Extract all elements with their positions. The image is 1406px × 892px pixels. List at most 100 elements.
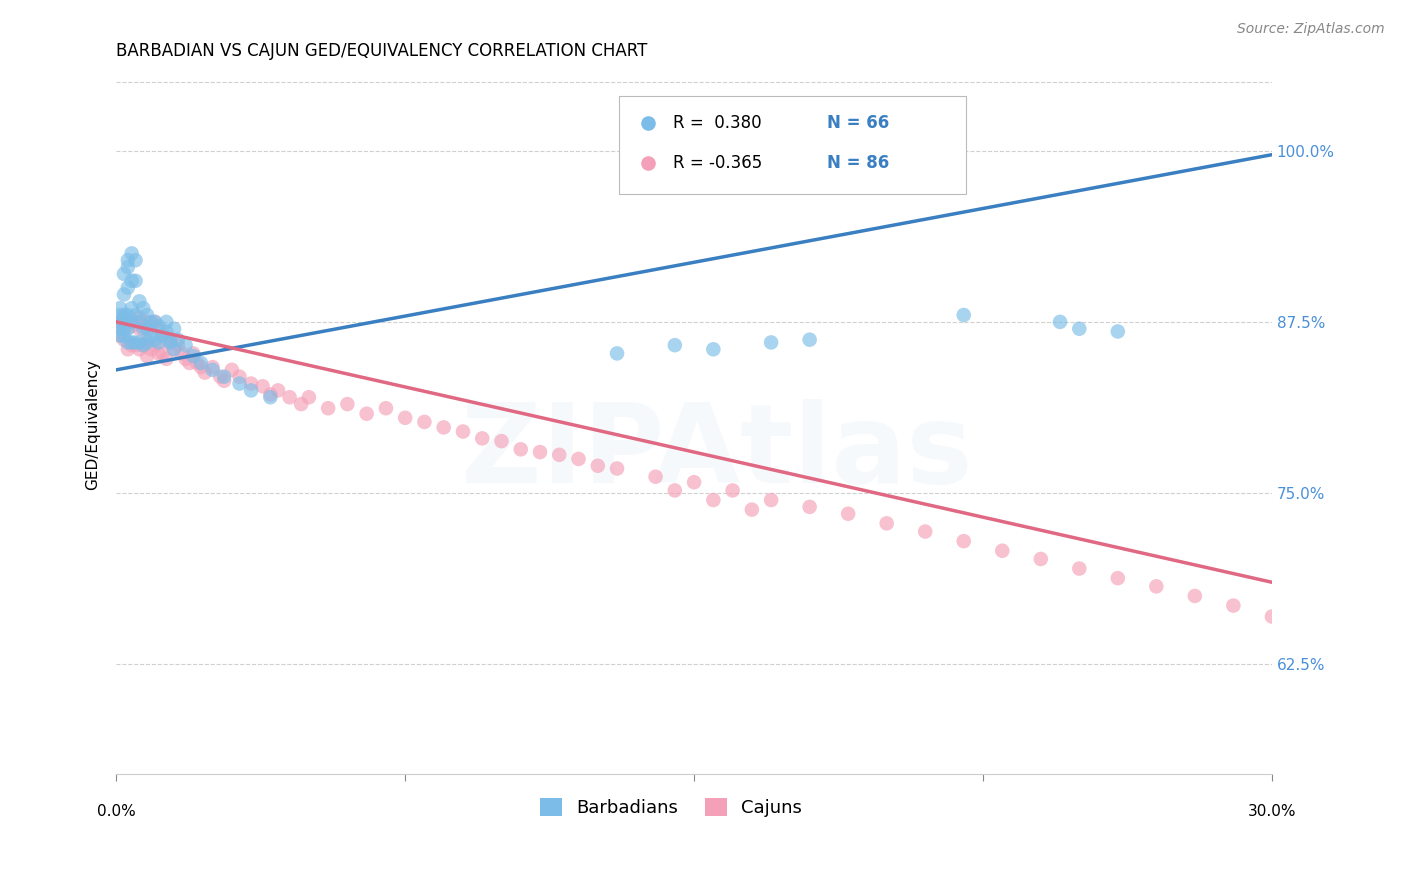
- Point: [194, 366, 217, 380]
- Point: [1144, 579, 1167, 593]
- Point: [170, 346, 193, 360]
- Point: [121, 315, 143, 329]
- Point: [914, 524, 936, 539]
- Point: [152, 346, 174, 360]
- Point: [117, 308, 139, 322]
- Point: [152, 328, 174, 343]
- Point: [121, 274, 143, 288]
- Point: [606, 461, 628, 475]
- Point: [952, 534, 974, 549]
- Point: [259, 390, 281, 404]
- Point: [267, 384, 290, 398]
- Text: 0.0%: 0.0%: [97, 805, 135, 819]
- Point: [298, 390, 321, 404]
- Point: [124, 338, 146, 352]
- Point: [1261, 609, 1284, 624]
- Point: [155, 325, 177, 339]
- Point: [394, 410, 416, 425]
- Point: [181, 346, 204, 360]
- Text: R =  0.380: R = 0.380: [673, 114, 762, 132]
- Point: [124, 253, 146, 268]
- Point: [143, 315, 166, 329]
- Point: [117, 260, 139, 274]
- Point: [186, 356, 208, 370]
- Point: [132, 301, 155, 315]
- Point: [148, 346, 170, 360]
- Point: [356, 407, 378, 421]
- Point: [121, 318, 143, 333]
- Point: [741, 502, 763, 516]
- Point: [212, 374, 235, 388]
- Point: [799, 333, 821, 347]
- Point: [124, 315, 146, 329]
- Point: [108, 315, 131, 329]
- Point: [124, 335, 146, 350]
- Point: [108, 308, 131, 322]
- Point: [316, 401, 339, 416]
- Point: [259, 387, 281, 401]
- Point: [112, 328, 135, 343]
- Point: [163, 343, 186, 357]
- Point: [221, 363, 243, 377]
- Point: [240, 384, 263, 398]
- Text: 30.0%: 30.0%: [1247, 805, 1296, 819]
- Point: [664, 483, 686, 498]
- Text: BARBADIAN VS CAJUN GED/EQUIVALENCY CORRELATION CHART: BARBADIAN VS CAJUN GED/EQUIVALENCY CORRE…: [117, 42, 648, 60]
- Point: [228, 369, 250, 384]
- Point: [174, 338, 197, 352]
- Point: [112, 287, 135, 301]
- Point: [529, 445, 551, 459]
- Point: [112, 308, 135, 322]
- Point: [759, 335, 782, 350]
- Point: [117, 322, 139, 336]
- Point: [1184, 589, 1206, 603]
- Point: [212, 369, 235, 384]
- Point: [128, 343, 150, 357]
- Point: [991, 543, 1014, 558]
- Point: [108, 328, 131, 343]
- Point: [201, 363, 224, 377]
- Point: [683, 475, 706, 490]
- Point: [112, 310, 135, 325]
- Point: [132, 338, 155, 352]
- Point: [117, 280, 139, 294]
- Point: [209, 369, 232, 384]
- Point: [374, 401, 396, 416]
- Point: [252, 379, 274, 393]
- Point: [128, 335, 150, 350]
- Point: [112, 322, 135, 336]
- Point: [1107, 571, 1129, 585]
- Point: [159, 335, 181, 350]
- Point: [117, 335, 139, 350]
- Point: [586, 458, 609, 473]
- Point: [139, 318, 162, 333]
- Point: [1069, 322, 1091, 336]
- Point: [132, 338, 155, 352]
- Point: [174, 351, 197, 366]
- Point: [108, 301, 131, 315]
- Point: [167, 333, 190, 347]
- Point: [644, 469, 666, 483]
- Point: [108, 328, 131, 343]
- Point: [491, 434, 513, 449]
- Point: [121, 246, 143, 260]
- Point: [664, 338, 686, 352]
- Point: [139, 343, 162, 357]
- Legend: Barbadians, Cajuns: Barbadians, Cajuns: [533, 790, 810, 824]
- Point: [128, 322, 150, 336]
- Point: [228, 376, 250, 391]
- Point: [132, 318, 155, 333]
- Point: [952, 308, 974, 322]
- Point: [124, 274, 146, 288]
- Y-axis label: GED/Equivalency: GED/Equivalency: [86, 359, 100, 490]
- Point: [139, 328, 162, 343]
- Text: ZIPAtlas: ZIPAtlas: [461, 399, 973, 506]
- Point: [1222, 599, 1244, 613]
- Point: [190, 356, 212, 370]
- Point: [155, 351, 177, 366]
- Point: [240, 376, 263, 391]
- Point: [155, 333, 177, 347]
- Point: [721, 483, 744, 498]
- Text: N = 66: N = 66: [827, 114, 889, 132]
- Point: [121, 301, 143, 315]
